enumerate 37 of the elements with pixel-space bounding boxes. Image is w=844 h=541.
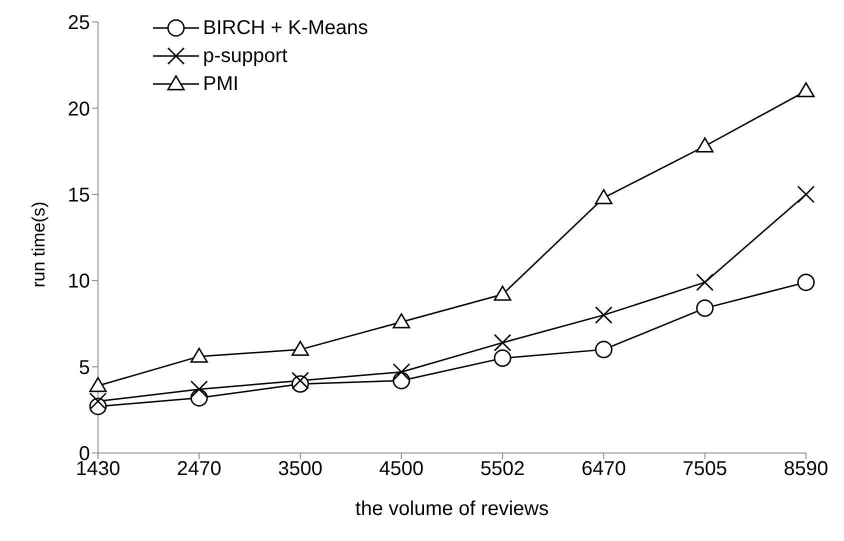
legend-label: BIRCH + K-Means <box>203 16 368 40</box>
point <box>494 286 512 301</box>
point <box>696 274 714 292</box>
y-tick-label: 15 <box>68 184 90 206</box>
point <box>594 306 612 324</box>
y-tick-label: 5 <box>78 356 90 379</box>
x-tick-label: 8590 <box>784 458 828 480</box>
point <box>696 299 714 317</box>
point <box>392 363 410 381</box>
point <box>292 372 310 390</box>
point <box>89 392 107 410</box>
x-tick-label: 6470 <box>581 458 626 480</box>
legend-label: PMI <box>203 72 239 96</box>
point <box>797 274 815 292</box>
point <box>190 348 208 363</box>
legend-label: p-support <box>203 44 288 68</box>
point <box>494 334 512 352</box>
x-axis-title: the volume of reviews <box>355 498 549 520</box>
y-tick-label: 20 <box>68 98 90 120</box>
x-tick-label: 3500 <box>278 458 323 480</box>
point <box>696 137 714 152</box>
x-tick-label: 5502 <box>480 458 525 480</box>
point <box>594 340 612 358</box>
y-axis-title: run time(s) <box>28 201 48 288</box>
y-tick-label: 25 <box>68 12 90 34</box>
point <box>392 313 410 328</box>
point <box>594 189 612 204</box>
x-tick-label: 4500 <box>379 458 424 480</box>
point <box>494 349 512 367</box>
point <box>797 82 815 98</box>
point <box>89 377 107 392</box>
point <box>190 380 208 398</box>
x-tick-label: 7505 <box>682 458 728 480</box>
x-tick-label: 2470 <box>176 458 222 480</box>
point <box>797 186 815 204</box>
y-tick-label: 10 <box>68 270 90 293</box>
point <box>292 340 310 356</box>
